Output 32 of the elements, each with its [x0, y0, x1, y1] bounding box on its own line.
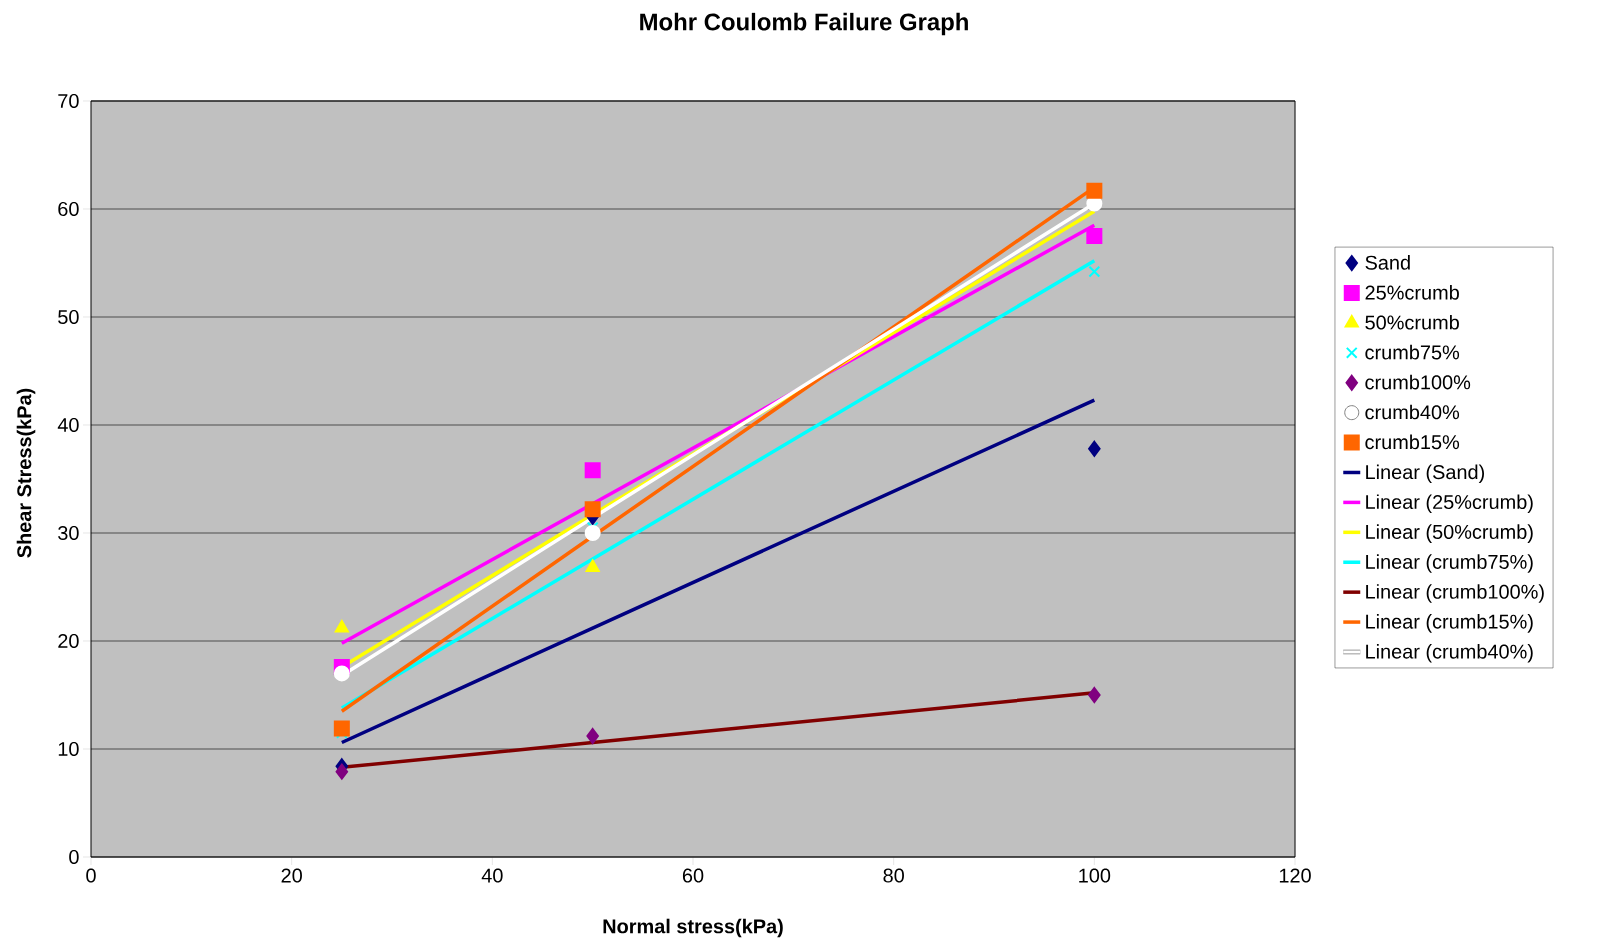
- y-tick-label: 70: [58, 93, 79, 109]
- chart-title: Mohr Coulomb Failure Graph: [640, 12, 968, 36]
- y-tick-label: 40: [57, 417, 79, 433]
- legend-label: 25%crumb: [1365, 285, 1459, 300]
- y-axis-title: Shear Stress(kPa): [16, 388, 36, 558]
- legend-label: Linear (crumb100%): [1366, 584, 1544, 603]
- x-axis-title: Normal stress(kPa): [603, 918, 783, 938]
- y-tick-label: 10: [58, 741, 79, 757]
- legend-label: Linear (crumb75%): [1366, 554, 1533, 573]
- legend-label: crumb75%: [1365, 344, 1460, 360]
- x-tick-label: 60: [682, 868, 704, 883]
- legend-label: Linear (crumb40%): [1366, 644, 1533, 663]
- x-tick-label: 100: [1079, 868, 1111, 883]
- legend-label: Linear (25%crumb): [1366, 494, 1533, 513]
- legend-label: crumb40%: [1365, 404, 1460, 420]
- x-tick-label: 40: [481, 868, 503, 883]
- legend-label: Sand: [1365, 255, 1410, 270]
- x-tick-label: 80: [883, 868, 904, 883]
- legend-label: Linear (50%crumb): [1366, 524, 1533, 543]
- y-tick-label: 60: [58, 201, 79, 217]
- y-tick-label: 20: [58, 633, 79, 649]
- legend-label: crumb15%: [1365, 434, 1460, 450]
- legend-label: Linear (crumb15%): [1366, 614, 1533, 633]
- legend-label: crumb100%: [1365, 374, 1471, 390]
- x-tick-label: 20: [281, 868, 302, 883]
- y-tick-label: 30: [58, 525, 79, 541]
- legend-label: Linear (Sand): [1366, 464, 1485, 484]
- x-tick-label: 0: [86, 868, 96, 883]
- y-tick-label: 50: [58, 309, 79, 325]
- y-tick-label: 0: [69, 849, 79, 865]
- x-tick-label: 120: [1279, 868, 1311, 883]
- legend-label: 50%crumb: [1365, 314, 1459, 330]
